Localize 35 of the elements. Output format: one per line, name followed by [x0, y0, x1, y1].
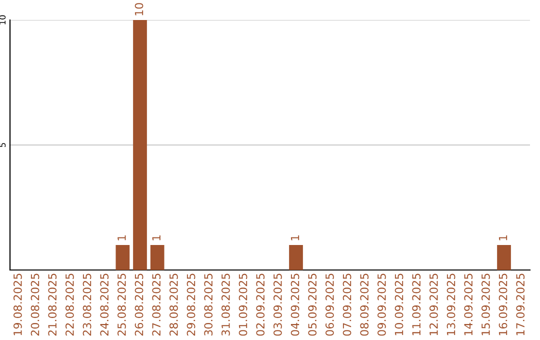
data-label: 1 — [498, 235, 508, 240]
x-tick-label: 29.08.2025 — [186, 274, 196, 336]
x-tick-label: 08.09.2025 — [360, 274, 369, 336]
x-tick-label: 02.09.2025 — [256, 274, 265, 336]
x-tick-label: 03.09.2025 — [273, 274, 282, 336]
x-tick-label: 05.09.2025 — [308, 274, 317, 336]
x-tick-label: 06.09.2025 — [325, 274, 334, 336]
x-tick-label: 16.09.2025 — [498, 274, 508, 336]
data-label: 1 — [118, 235, 126, 240]
x-tick-label: 21.08.2025 — [48, 274, 57, 336]
x-tick-label: 10.09.2025 — [394, 274, 404, 336]
x-tick-label: 22.08.2025 — [65, 274, 74, 336]
data-label: 10 — [134, 3, 144, 16]
x-tick-label: 23.08.2025 — [82, 274, 92, 336]
x-tick-label: 31.08.2025 — [221, 274, 230, 336]
x-tick-label: 28.08.2025 — [169, 274, 178, 336]
x-tick-label: 19.08.2025 — [13, 274, 22, 336]
data-label: 1 — [152, 235, 160, 240]
x-tick-label: 30.08.2025 — [204, 274, 213, 336]
x-tick-label: 26.08.2025 — [134, 274, 144, 336]
x-tick-label: 01.09.2025 — [238, 274, 248, 336]
x-tick-label: 15.09.2025 — [481, 274, 490, 336]
x-tick-label: 11.09.2025 — [412, 274, 421, 336]
x-tick-label: 04.09.2025 — [290, 274, 300, 336]
x-tick-label: 17.09.2025 — [516, 274, 525, 336]
x-tick-label: 24.08.2025 — [100, 274, 109, 336]
x-tick-label: 07.09.2025 — [342, 274, 352, 336]
x-tick-label: 12.09.2025 — [429, 274, 438, 336]
x-tick-label: 20.08.2025 — [30, 274, 40, 336]
x-tick-label: 13.09.2025 — [446, 274, 456, 336]
x-tick-label: 09.09.2025 — [377, 274, 386, 336]
x-tick-label: 14.09.2025 — [464, 274, 473, 336]
x-tick-label: 25.08.2025 — [117, 274, 126, 336]
x-tick-label: 27.08.2025 — [152, 274, 161, 336]
data-label: 1 — [290, 235, 300, 240]
